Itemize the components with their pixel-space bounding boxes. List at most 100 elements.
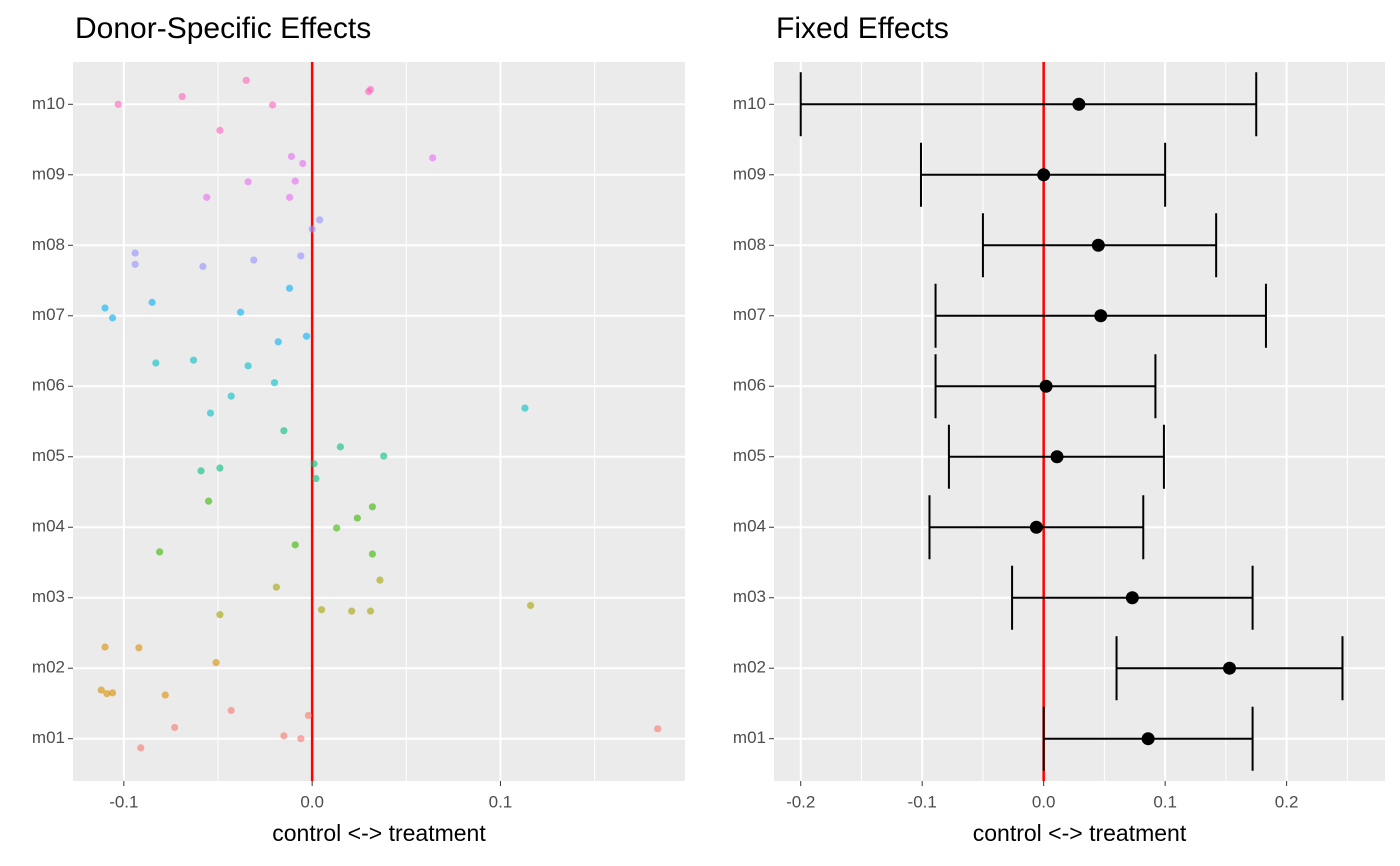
point: [135, 644, 143, 652]
point: [148, 298, 156, 306]
point: [227, 392, 235, 400]
point: [242, 76, 250, 84]
point: [365, 88, 373, 96]
point: [171, 723, 179, 732]
point: [376, 576, 384, 584]
y-tick-label: m04: [733, 517, 766, 536]
point: [199, 262, 207, 271]
point: [227, 706, 235, 715]
y-tick-label: m06: [733, 376, 766, 395]
y-tick-label: m01: [733, 728, 766, 747]
point: [97, 686, 105, 694]
chart-title: Donor-Specific Effects: [75, 12, 371, 45]
point: [316, 216, 324, 224]
y-tick-label: m07: [733, 305, 766, 324]
x-tick-label: -0.2: [786, 792, 815, 811]
point: [1039, 379, 1053, 393]
point: [101, 304, 109, 312]
x-axis-label: control <-> treatment: [973, 820, 1187, 846]
point: [297, 252, 305, 260]
y-tick-label: m09: [733, 164, 766, 183]
point: [108, 314, 117, 322]
point: [1141, 732, 1155, 746]
point: [291, 177, 299, 185]
point: [270, 379, 279, 387]
point: [285, 284, 294, 292]
point: [272, 583, 280, 591]
y-tick-label: m03: [733, 587, 766, 606]
point: [291, 541, 299, 549]
point: [250, 256, 258, 264]
y-tick-label: m09: [32, 164, 65, 183]
y-tick-label: m02: [32, 658, 65, 677]
y-tick-label: m02: [733, 658, 766, 677]
y-tick-label: m05: [733, 446, 766, 465]
x-tick-label: 0.0: [300, 792, 324, 811]
point: [521, 404, 529, 412]
y-tick-label: m06: [32, 376, 65, 395]
y-tick-label: m10: [733, 94, 766, 113]
point: [216, 126, 224, 134]
point: [353, 514, 361, 522]
chart-title: Fixed Effects: [776, 12, 949, 45]
x-tick-label: 0.2: [1275, 792, 1299, 811]
x-tick-label: -0.1: [109, 792, 138, 811]
point: [312, 474, 320, 483]
point: [108, 689, 117, 697]
point: [302, 332, 311, 340]
point: [1072, 97, 1086, 111]
point: [131, 249, 139, 257]
y-tick-label: m03: [32, 587, 65, 606]
point: [216, 464, 224, 472]
point: [244, 362, 252, 370]
point: [1037, 168, 1051, 182]
point: [1125, 591, 1139, 605]
y-tick-label: m08: [733, 235, 766, 254]
point: [280, 427, 288, 435]
point: [161, 691, 169, 699]
point: [336, 443, 344, 451]
point: [1029, 520, 1043, 534]
point: [103, 689, 111, 698]
point: [131, 260, 139, 268]
panel-background: [774, 62, 1385, 781]
point: [348, 607, 356, 615]
x-tick-label: -0.1: [908, 792, 937, 811]
point: [114, 100, 122, 108]
point: [212, 658, 220, 667]
point: [304, 711, 312, 720]
point: [274, 338, 282, 346]
point: [654, 725, 662, 733]
point: [189, 356, 198, 364]
point: [333, 524, 341, 532]
point: [156, 548, 164, 556]
point: [526, 601, 535, 610]
point: [280, 732, 288, 740]
point: [368, 503, 377, 511]
point: [308, 225, 316, 233]
point: [1094, 309, 1108, 323]
point: [366, 607, 375, 615]
y-tick-label: m05: [32, 446, 65, 465]
point: [137, 744, 145, 752]
point: [368, 550, 377, 558]
x-tick-label: 0.1: [489, 792, 513, 811]
point: [297, 735, 305, 743]
point: [197, 467, 205, 475]
point: [269, 101, 277, 109]
point: [236, 308, 245, 316]
point: [101, 643, 109, 651]
y-tick-label: m01: [32, 728, 65, 747]
panel-background: [73, 62, 685, 781]
point: [244, 178, 252, 186]
x-tick-label: 0.0: [1032, 792, 1056, 811]
point: [310, 460, 318, 468]
point: [206, 409, 215, 417]
x-tick-label: 0.1: [1153, 792, 1177, 811]
point: [317, 606, 326, 614]
point: [152, 359, 160, 367]
x-axis-label: control <-> treatment: [272, 820, 486, 846]
point: [287, 152, 296, 161]
y-tick-label: m10: [32, 94, 65, 113]
